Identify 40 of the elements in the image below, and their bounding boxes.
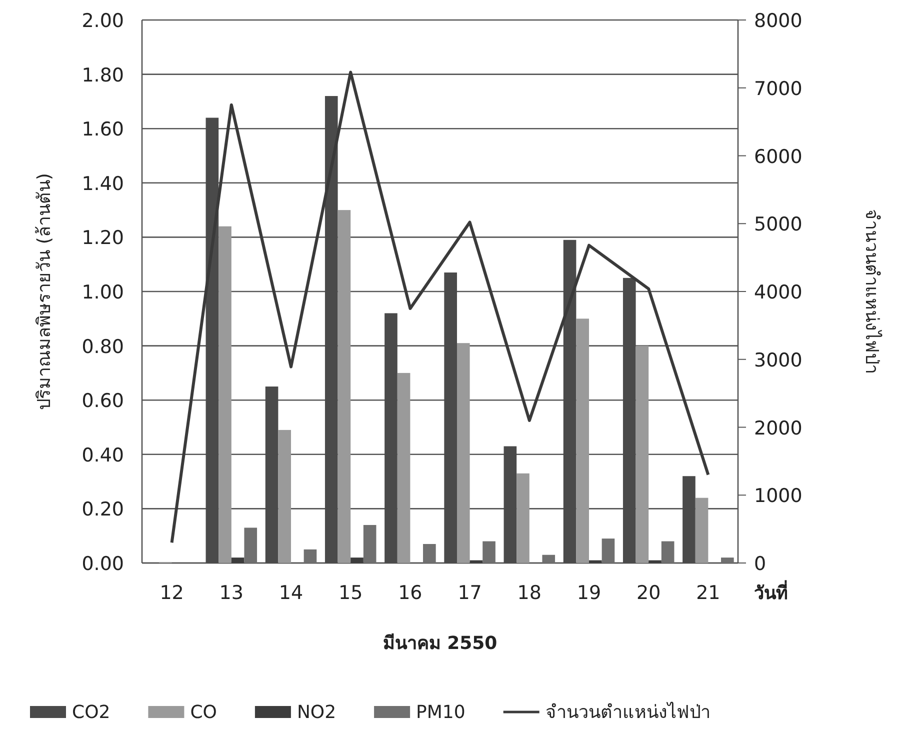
x-axis-title: มีนาคม 2550 [382, 633, 498, 654]
x-tick-label: 14 [278, 582, 304, 604]
legend-label: PM10 [416, 702, 466, 723]
y2-tick-label: 5000 [754, 214, 802, 236]
y-tick-label: 0.80 [82, 336, 124, 358]
y2-tick-label: 2000 [754, 417, 802, 440]
y2-tick-label: 3000 [754, 349, 802, 372]
y-tick-label: 0.40 [82, 444, 124, 466]
x-tick-label: 20 [636, 582, 661, 604]
legend-label: NO2 [296, 702, 336, 723]
y-tick-label: 2.00 [82, 10, 124, 32]
y-tick-label: 1.60 [82, 118, 124, 141]
y-tick-label: 0.00 [82, 553, 124, 575]
y2-tick-label: 7000 [754, 78, 802, 100]
x-tick-label: 16 [398, 582, 422, 604]
y2-tick-label: 1000 [754, 485, 802, 508]
y2-tick-label: 8000 [754, 10, 802, 32]
legend-label: จำนวนตำแหน่งไฟป่า [545, 701, 710, 723]
x-tick-label: 19 [576, 582, 602, 604]
text: วันที่ [754, 580, 788, 604]
y2-tick-label: 4000 [754, 282, 802, 304]
y2-tick-label: 6000 [754, 146, 802, 168]
line-series [170, 70, 710, 544]
y2-tick-label: 0 [754, 553, 766, 575]
y-axis-title: ปริมาณมลพิษรายวัน (ล้านตัน) [34, 173, 55, 410]
y-tick-label: 0.60 [82, 390, 124, 412]
legend-label: CO2 [72, 702, 110, 723]
y2-axis-title: จำนวนตำแหน่งไฟป่า [861, 209, 883, 374]
x-tick-label: 12 [160, 582, 184, 604]
y-tick-label: 1.80 [82, 64, 124, 86]
x-tick-label: 17 [458, 582, 482, 604]
y-tick-label: 0.20 [82, 498, 124, 521]
y-tick-label: 1.20 [82, 227, 124, 250]
x-tick-label: 13 [219, 582, 244, 604]
legend-label: CO [190, 702, 217, 723]
x-tick-label: 21 [696, 582, 720, 604]
x-tick-label: 15 [338, 582, 363, 604]
y-tick-label: 1.00 [82, 282, 124, 304]
x-tick-label: 18 [517, 582, 542, 604]
y-tick-label: 1.40 [82, 172, 124, 195]
